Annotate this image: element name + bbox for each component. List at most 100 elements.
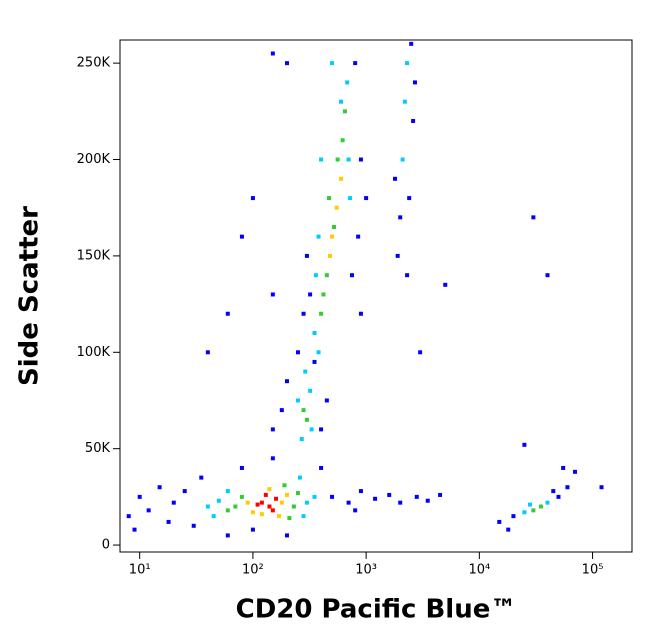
point [347,196,352,201]
point [166,519,171,524]
point [284,61,289,66]
point [225,311,230,316]
point [511,514,516,519]
x-tick-label: 10³ [355,563,377,578]
point [287,516,292,521]
point [545,273,550,278]
point [205,504,210,509]
y-tick-label: 100K [77,345,111,360]
point [199,475,204,480]
point [398,215,403,220]
point [270,427,275,432]
point [270,508,275,513]
point [245,500,250,505]
point [522,510,527,515]
point [373,496,378,501]
point [308,388,313,393]
x-tick-label: 10² [242,563,264,578]
point [267,487,272,492]
point [599,485,604,490]
point [191,523,196,528]
point [126,514,131,519]
point [324,273,329,278]
point [353,508,358,513]
point [346,157,351,162]
point [250,510,255,515]
point [319,157,324,162]
point [561,465,566,470]
point [339,176,344,181]
point [522,442,527,447]
point [400,157,405,162]
point [409,41,414,46]
point [303,369,308,374]
point [405,273,410,278]
point [356,234,361,239]
point [327,196,332,201]
point [551,489,556,494]
x-tick-label: 10⁵ [582,563,604,578]
point [387,492,392,497]
point [239,494,244,499]
point [211,514,216,519]
point [573,469,578,474]
y-tick-label: 200K [77,152,111,167]
point [284,533,289,538]
point [527,502,532,507]
point [506,527,511,532]
point [279,408,284,413]
point [146,508,151,513]
y-tick-label: 250K [77,56,111,71]
point [402,99,407,104]
point [282,483,287,488]
point [299,437,304,442]
point [412,80,417,85]
point [301,311,306,316]
point [270,292,275,297]
point [358,489,363,494]
point [263,492,268,497]
point [316,350,321,355]
x-tick-label: 10⁴ [468,563,490,578]
point [132,527,137,532]
point [497,519,502,524]
point [328,253,333,258]
point [171,500,176,505]
point [358,311,363,316]
point [216,498,221,503]
point [545,500,550,505]
point [308,292,313,297]
point [531,508,536,513]
point [331,224,336,229]
point [304,253,309,258]
point [304,500,309,505]
point [297,475,302,480]
y-axis-title: Side Scatter [15,206,45,386]
point [182,489,187,494]
point [418,350,423,355]
point [342,109,347,114]
point [295,350,300,355]
point [279,500,284,505]
y-tick-label: 0 [102,538,110,553]
point [309,427,314,432]
point [239,465,244,470]
point [137,494,142,499]
point [284,492,289,497]
point [353,61,358,66]
point [425,498,430,503]
point [225,489,230,494]
point [443,282,448,287]
point [291,504,296,509]
plot-frame [119,39,633,553]
point [270,456,275,461]
x-tick-label: 10¹ [129,563,151,578]
point [270,51,275,56]
point [405,61,410,66]
point [330,234,335,239]
point [358,157,363,162]
point [284,379,289,384]
point [324,398,329,403]
x-axis-title: CD20 Pacific Blue™ [236,595,517,625]
